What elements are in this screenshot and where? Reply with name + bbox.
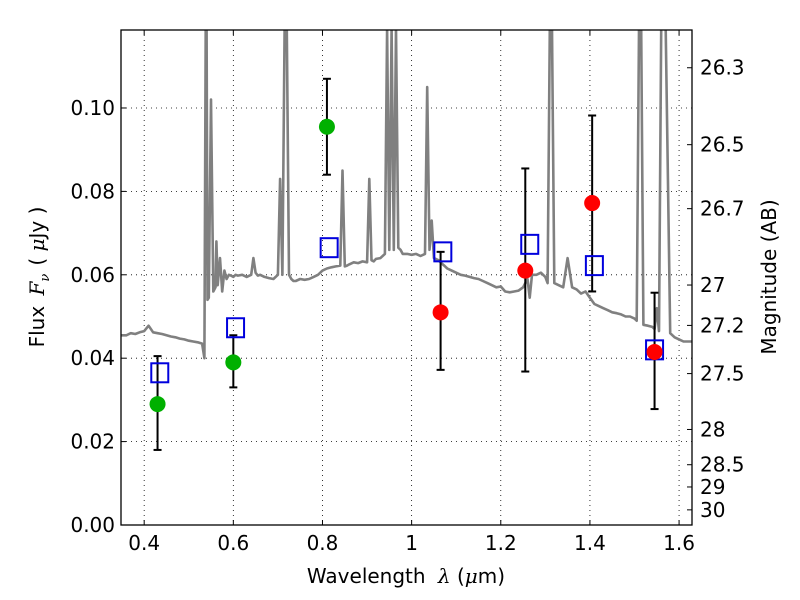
spectrum-line (121, 30, 692, 360)
green-data-point (225, 354, 242, 371)
red-data-point (432, 304, 449, 321)
y-tick-label: 0.08 (70, 179, 115, 203)
ticks (121, 30, 692, 526)
x-tick-label: 0.8 (307, 531, 339, 555)
model-square (584, 255, 604, 277)
y2-tick-label: 26.5 (700, 133, 745, 157)
model-square (226, 317, 246, 339)
y-tick-label: 0.00 (70, 513, 115, 537)
y2-tick-label: 29 (700, 475, 725, 499)
y-tick-labels: 0.00 0.02 0.04 0.06 0.08 0.10 (70, 96, 115, 537)
model-square (150, 362, 170, 384)
model-square (520, 233, 540, 255)
y2-tick-label: 30 (700, 498, 725, 522)
y-tick-label: 0.06 (70, 263, 115, 287)
model-square (433, 241, 453, 263)
y-tick-label: 0.10 (70, 96, 115, 120)
x-tick-label: 1 (405, 531, 418, 555)
x-tick-label: 1.6 (663, 531, 695, 555)
y2-tick-label: 28 (700, 417, 725, 441)
green-data-point (149, 396, 166, 413)
x-axis-label: Wavelength λ (μm) (307, 564, 505, 588)
y-tick-label: 0.02 (70, 430, 115, 454)
red-data-point (517, 262, 534, 279)
x-tick-label: 0.6 (217, 531, 249, 555)
y2-tick-label: 27.2 (700, 313, 745, 337)
y2-tick-label: 27.5 (700, 362, 745, 386)
red-data-point (646, 343, 663, 360)
plot-area (121, 30, 692, 451)
y-axis-label: Flux Fν( μJy ) (25, 207, 53, 348)
plot-frame (120, 29, 693, 526)
y2-tick-label: 26.3 (700, 56, 745, 80)
y2-tick-label: 28.5 (700, 453, 745, 477)
green-data-point (318, 118, 335, 135)
y-tick-label: 0.04 (70, 346, 115, 370)
y2-tick-label: 26.7 (700, 197, 745, 221)
x-tick-label: 0.4 (128, 531, 160, 555)
y2-axis-label: Magnitude (AB) (757, 199, 781, 354)
y2-tick-label: 27 (700, 273, 725, 297)
red-data-point (584, 195, 601, 212)
model-square (319, 237, 339, 259)
x-tick-label: 1.2 (485, 531, 517, 555)
x-tick-label: 1.4 (574, 531, 606, 555)
x-tick-labels: 0.4 0.6 0.8 1 1.2 1.4 1.6 (128, 531, 695, 555)
